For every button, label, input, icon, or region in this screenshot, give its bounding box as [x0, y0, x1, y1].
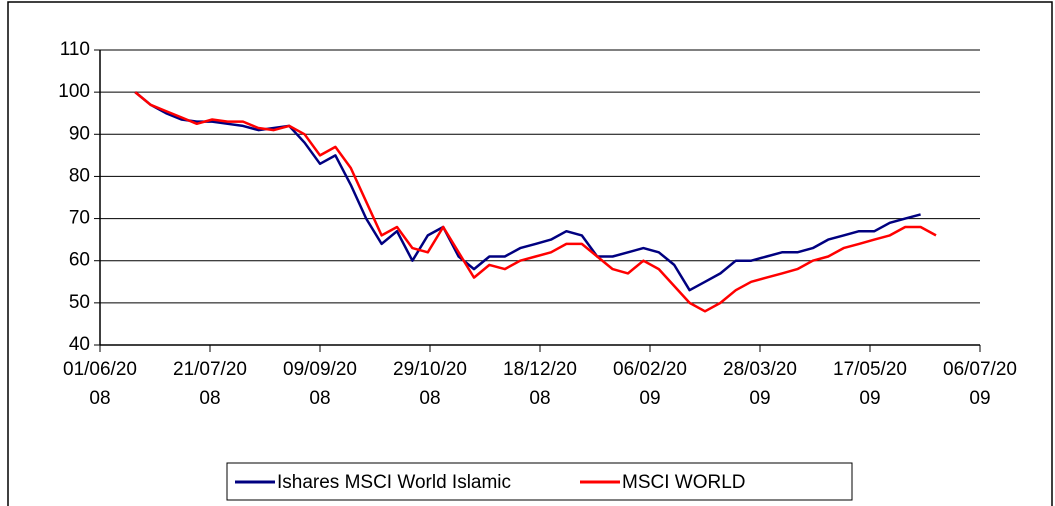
y-tick-label: 40 [69, 334, 90, 355]
x-tick-label: 18/12/2008 [503, 359, 577, 409]
y-tick-label: 110 [60, 39, 90, 60]
x-tick-label: 01/06/2008 [63, 359, 137, 409]
series-line [134, 91, 937, 313]
x-tick-label: 21/07/2008 [173, 359, 247, 409]
x-tick-label: 06/07/2009 [943, 359, 1017, 409]
legend-box [226, 462, 853, 501]
y-tick-label: 90 [69, 123, 90, 144]
x-tick-label: 29/10/2008 [393, 359, 467, 409]
y-tick-label: 50 [69, 292, 90, 313]
x-tick-label: 17/05/2009 [833, 359, 907, 409]
x-tick-label: 06/02/2009 [613, 359, 687, 409]
legend-label: MSCI WORLD [622, 472, 746, 493]
y-tick-label: 60 [69, 250, 90, 271]
y-tick-label: 100 [58, 81, 90, 102]
x-tick-label: 28/03/2009 [723, 359, 797, 409]
y-tick-label: 70 [69, 208, 90, 229]
legend-label: Ishares MSCI World Islamic [277, 472, 511, 493]
y-tick-label: 80 [69, 165, 90, 186]
x-tick-label: 09/09/2008 [283, 359, 357, 409]
chart-border [7, 1, 1053, 506]
